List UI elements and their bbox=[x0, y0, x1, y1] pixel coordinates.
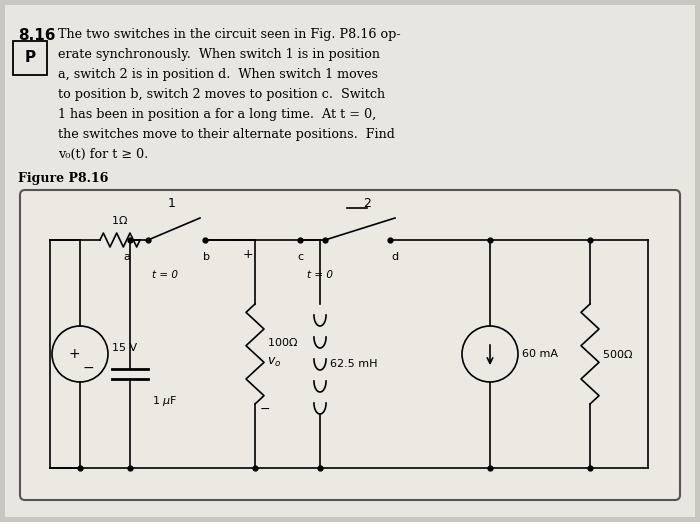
Text: 500$\Omega$: 500$\Omega$ bbox=[602, 348, 634, 360]
Text: 1 $\mu$F: 1 $\mu$F bbox=[152, 394, 177, 408]
Text: +: + bbox=[68, 347, 80, 361]
Text: The two switches in the circuit seen in Fig. P8.16 op-: The two switches in the circuit seen in … bbox=[58, 28, 400, 41]
Text: 15 V: 15 V bbox=[112, 343, 137, 353]
Text: d: d bbox=[391, 252, 398, 262]
Text: Figure P8.16: Figure P8.16 bbox=[18, 172, 108, 185]
Text: the switches move to their alternate positions.  Find: the switches move to their alternate pos… bbox=[58, 128, 395, 141]
Text: 1: 1 bbox=[167, 197, 176, 210]
Text: a, switch 2 is in position d.  When switch 1 moves: a, switch 2 is in position d. When switc… bbox=[58, 68, 378, 81]
Text: 62.5 mH: 62.5 mH bbox=[330, 359, 377, 369]
Text: erate synchronously.  When switch 1 is in position: erate synchronously. When switch 1 is in… bbox=[58, 48, 380, 61]
Text: 100$\Omega$: 100$\Omega$ bbox=[267, 336, 298, 348]
FancyBboxPatch shape bbox=[20, 190, 680, 500]
Text: t = 0: t = 0 bbox=[152, 270, 178, 280]
Text: v₀(t) for t ≥ 0.: v₀(t) for t ≥ 0. bbox=[58, 148, 148, 161]
Text: −: − bbox=[82, 361, 94, 375]
Text: −: − bbox=[260, 402, 270, 416]
Text: c: c bbox=[297, 252, 303, 262]
Text: t = 0: t = 0 bbox=[307, 270, 333, 280]
Text: P: P bbox=[25, 51, 36, 65]
Text: b: b bbox=[204, 252, 211, 262]
Text: 1$\Omega$: 1$\Omega$ bbox=[111, 214, 129, 226]
Text: to position b, switch 2 moves to position c.  Switch: to position b, switch 2 moves to positio… bbox=[58, 88, 385, 101]
Text: 1 has been in position a for a long time.  At t = 0,: 1 has been in position a for a long time… bbox=[58, 108, 377, 121]
FancyBboxPatch shape bbox=[13, 41, 47, 75]
FancyBboxPatch shape bbox=[5, 5, 695, 517]
Text: 60 mA: 60 mA bbox=[522, 349, 558, 359]
Text: 2: 2 bbox=[363, 197, 372, 210]
Text: $v_o$: $v_o$ bbox=[267, 355, 281, 369]
Text: 8.16: 8.16 bbox=[18, 28, 55, 43]
Text: +: + bbox=[243, 248, 253, 261]
Text: a: a bbox=[124, 252, 130, 262]
